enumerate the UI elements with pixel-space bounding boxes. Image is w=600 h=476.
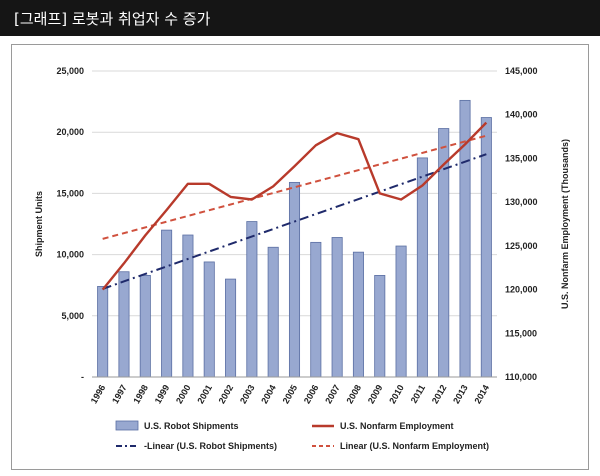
y-right-tick-label: 145,000 — [505, 66, 538, 76]
x-tick-label: 1999 — [153, 383, 172, 405]
chart-svg: - 5,000 10,000 15,000 20,000 25,000 110,000 115… — [34, 66, 570, 451]
figure-title: [그래프] 로봇과 취업자 수 증가 — [14, 10, 211, 28]
bar — [395, 245, 407, 378]
y-left-axis-title: Shipment Units — [34, 191, 44, 257]
x-tick-label: 2002 — [217, 383, 236, 405]
line-series — [101, 121, 488, 291]
x-tick-label: 1996 — [89, 383, 108, 405]
x-tick-label: 2012 — [430, 383, 449, 405]
bar — [331, 237, 343, 378]
x-tick-label: 2011 — [409, 383, 427, 405]
y-right-tick-label: 110,000 — [505, 372, 537, 382]
bar — [118, 271, 130, 378]
x-tick-label: 1997 — [110, 383, 129, 405]
x-tick-label: 2006 — [302, 383, 321, 405]
legend-swatch-bar — [115, 420, 139, 431]
x-tick-label: 2001 — [195, 383, 214, 405]
x-tick-label: 2003 — [238, 383, 257, 405]
trendlines — [102, 134, 487, 290]
employment-trendline — [102, 134, 487, 240]
bar — [203, 261, 215, 378]
employment-line — [101, 121, 488, 291]
bar — [310, 241, 322, 378]
legend-label: U.S. Nonfarm Employment — [340, 421, 454, 431]
x-tick-label: 2009 — [366, 383, 385, 405]
bar — [139, 275, 151, 378]
legend-label: Linear (U.S. Nonfarm Employment) — [340, 441, 489, 451]
bar — [97, 286, 109, 378]
x-tick-label: 2004 — [259, 383, 278, 405]
y-left-tick-label: 15,000 — [56, 188, 84, 198]
x-tick-label: 2013 — [451, 383, 470, 405]
bar — [416, 157, 428, 378]
bar — [246, 221, 258, 378]
y-right-tick-label: 135,000 — [505, 153, 538, 163]
x-tick-label: 2008 — [345, 383, 364, 405]
bar — [352, 251, 364, 378]
y-left-tick-label: 5,000 — [61, 311, 84, 321]
bar — [161, 229, 173, 378]
legend-label: U.S. Robot Shipments — [144, 421, 239, 431]
bar-series — [97, 99, 492, 378]
chart-frame: - 5,000 10,000 15,000 20,000 25,000 110,000 115… — [11, 44, 589, 470]
y-left-tick-label: 25,000 — [56, 66, 84, 76]
bar — [267, 246, 279, 378]
y-left-tick-label: - — [81, 372, 84, 382]
x-tick-label: 2010 — [387, 383, 406, 405]
y-right-axis-title: U.S. Nonfarm Employment (Thousands) — [560, 139, 570, 309]
x-tick-label: 2005 — [281, 383, 300, 405]
x-tick-label: 2014 — [472, 383, 491, 405]
bar — [182, 234, 194, 378]
robot-trendline — [102, 153, 487, 290]
bar — [288, 181, 301, 378]
x-tick-label: 2007 — [323, 383, 342, 405]
legend: U.S. Robot Shipments U.S. Nonfarm Employm… — [115, 420, 489, 451]
y-right-tick-label: 120,000 — [505, 285, 538, 295]
y-right-tick-label: 140,000 — [505, 110, 538, 120]
y-left-tick-label: 10,000 — [56, 250, 84, 260]
y-right-tick-label: 130,000 — [505, 197, 538, 207]
x-tick-label: 1998 — [131, 383, 150, 405]
legend-label: -Linear (U.S. Robot Shipments) — [144, 441, 277, 451]
bar — [374, 275, 386, 378]
y-right-tick-label: 115,000 — [505, 328, 537, 338]
y-left-tick-label: 20,000 — [56, 127, 84, 137]
y-right-tick-label: 125,000 — [505, 241, 538, 251]
bar — [225, 278, 237, 378]
figure-header: [그래프] 로봇과 취업자 수 증가 — [0, 0, 600, 36]
x-tick-label: 2000 — [174, 383, 193, 405]
